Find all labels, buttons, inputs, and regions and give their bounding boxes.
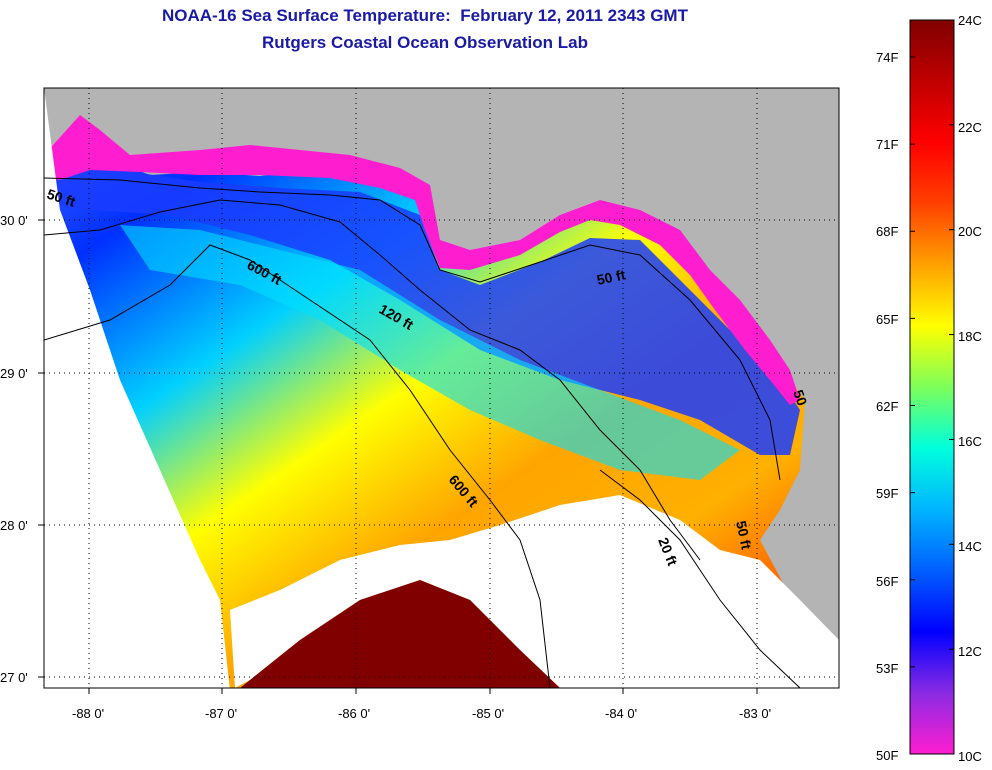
cyan-water-band bbox=[120, 225, 740, 480]
contour-line-50ft bbox=[44, 177, 781, 481]
contour-line-600ft bbox=[44, 244, 551, 688]
lon-tick-label: -84 0' bbox=[605, 706, 637, 721]
colorbar-fahrenheit-label: 59F bbox=[876, 486, 898, 501]
colorbar-celsius-label: 12C bbox=[958, 644, 982, 659]
contour-line-inner bbox=[599, 469, 801, 688]
colorbar-celsius-label: 10C bbox=[958, 749, 982, 764]
warm-water-patch bbox=[240, 580, 560, 688]
lon-tick-label: -83 0' bbox=[739, 706, 771, 721]
colorbar-celsius-label: 14C bbox=[958, 539, 982, 554]
colorbar-ticks bbox=[910, 19, 954, 755]
map-title: NOAA-16 Sea Surface Temperature: Februar… bbox=[162, 6, 688, 25]
contour-label: 50 ft bbox=[733, 519, 755, 551]
graticule bbox=[44, 88, 839, 688]
lon-tick-label: -86 0' bbox=[338, 706, 370, 721]
lon-tick-label: -85 0' bbox=[472, 706, 504, 721]
colorbar bbox=[909, 19, 955, 755]
colorbar-fahrenheit-label: 74F bbox=[876, 50, 898, 65]
colorbar-fahrenheit-label: 53F bbox=[876, 661, 898, 676]
map-frame bbox=[43, 87, 840, 689]
lat-tick-label: 28 0' bbox=[0, 518, 28, 533]
colorbar-fahrenheit-label: 65F bbox=[876, 312, 898, 327]
colorbar-celsius-label: 18C bbox=[958, 329, 982, 344]
cloud-no-data-area bbox=[44, 88, 230, 688]
colorbar-celsius-label: 20C bbox=[958, 224, 982, 239]
colorbar-fahrenheit-label: 68F bbox=[876, 224, 898, 239]
lon-tick-label: -88 0' bbox=[72, 706, 104, 721]
cloud-no-data-south bbox=[230, 495, 839, 688]
axis-ticks bbox=[38, 219, 758, 694]
colorbar-fahrenheit-label: 56F bbox=[876, 574, 898, 589]
lat-tick-label: 29 0' bbox=[0, 366, 28, 381]
colorbar-fahrenheit-label: 50F bbox=[876, 748, 898, 763]
colorbar-celsius-label: 16C bbox=[958, 434, 982, 449]
contour-label: 50 ft bbox=[595, 266, 627, 288]
lat-tick-label: 27 0' bbox=[0, 670, 28, 685]
contour-label: 50 bbox=[790, 388, 810, 408]
colorbar-fahrenheit-label: 62F bbox=[876, 399, 898, 414]
lat-tick-label: 30 0' bbox=[0, 213, 28, 228]
colorbar-celsius-label: 22C bbox=[958, 120, 982, 135]
colorbar-fahrenheit-label: 71F bbox=[876, 137, 898, 152]
lon-tick-label: -87 0' bbox=[205, 706, 237, 721]
contour-line-120ft bbox=[44, 199, 701, 561]
map-subtitle: Rutgers Coastal Ocean Observation Lab bbox=[262, 33, 588, 52]
colorbar-celsius-label: 24C bbox=[958, 13, 982, 28]
